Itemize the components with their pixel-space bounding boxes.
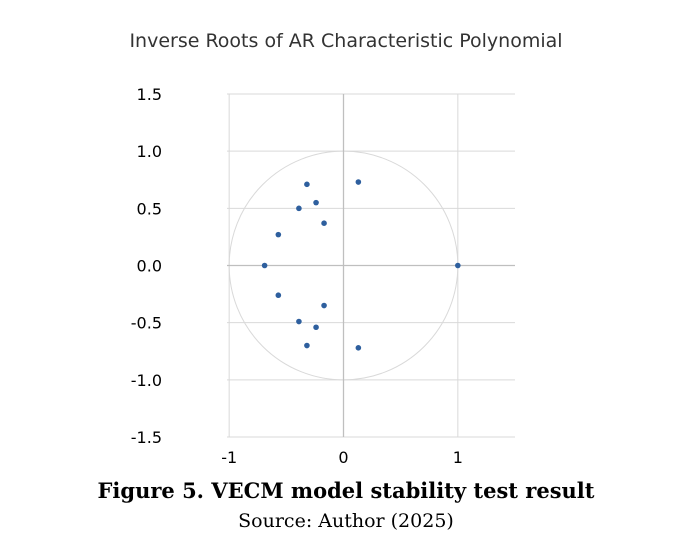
- y-tick-label: -1.0: [131, 371, 162, 390]
- tick-labels: 1.5 1.0 0.5 0.0 -0.5 -1.0 -1.5 -1 0 1: [131, 85, 463, 467]
- y-tick-label: -0.5: [131, 314, 162, 333]
- grid-lines: [227, 93, 515, 438]
- root-point: [355, 179, 362, 185]
- x-tick-label: -1: [221, 448, 237, 467]
- root-point: [304, 342, 310, 349]
- root-point: [313, 324, 319, 331]
- root-point: [296, 318, 302, 325]
- root-point: [275, 231, 282, 238]
- figure-caption: Figure 5. VECM model stability test resu…: [97, 478, 595, 503]
- root-point: [313, 199, 319, 206]
- root-point: [296, 205, 302, 212]
- y-tick-label: 0.0: [137, 257, 162, 276]
- y-tick-label: 1.5: [137, 85, 162, 104]
- root-point: [321, 302, 327, 309]
- zero-axis-layer: [227, 94, 515, 437]
- root-point: [261, 262, 268, 269]
- root-points: [261, 179, 461, 351]
- root-point: [455, 262, 461, 269]
- root-point: [275, 292, 282, 299]
- root-point: [321, 220, 327, 226]
- y-tick-label: 0.5: [137, 199, 162, 218]
- y-tick-label: -1.5: [131, 428, 162, 447]
- chart-title: Inverse Roots of AR Characteristic Polyn…: [129, 30, 563, 52]
- y-tick-label: 1.0: [137, 142, 162, 161]
- x-tick-label: 1: [453, 448, 463, 467]
- scatter-plot: 1.5 1.0 0.5 0.0 -0.5 -1.0 -1.5 -1 0 1: [131, 85, 515, 467]
- root-point: [304, 181, 310, 188]
- x-tick-label: 0: [338, 448, 348, 467]
- figure-source: Source: Author (2025): [238, 510, 454, 532]
- root-point: [355, 345, 362, 351]
